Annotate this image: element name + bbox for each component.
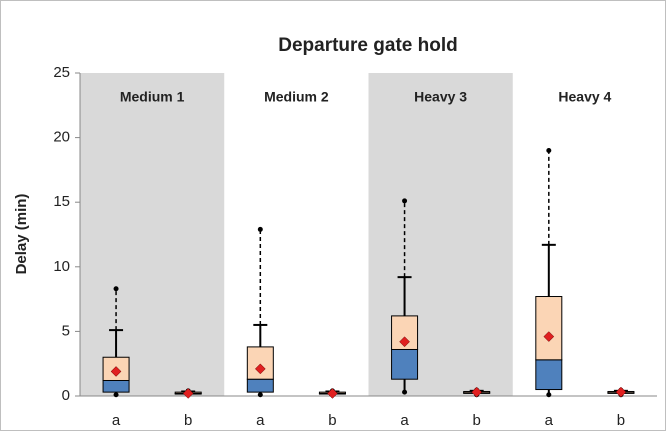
group-label: Heavy 4 [558,89,611,105]
box-upper [535,296,563,361]
x-tick-label: b [617,412,625,429]
x-tick-label: a [545,412,554,429]
mean-marker [615,386,627,398]
box-lower [535,359,563,391]
min-point [257,392,263,398]
group-band [80,73,225,396]
y-axis-label: Delay (min) [13,194,30,275]
min-point [402,389,408,395]
max-point [402,198,408,204]
mean-marker [471,386,483,398]
group-band [368,73,513,396]
box-upper [246,346,274,380]
box-lower [102,379,130,393]
mean-marker [254,363,266,375]
y-tick-label: 0 [62,387,70,404]
x-tick-label: a [112,412,121,429]
mean-marker [327,388,338,399]
box-lower [391,348,419,380]
x-tick-label: b [184,412,192,429]
group-label: Medium 2 [264,89,329,105]
max-point [546,148,552,154]
mean-marker [182,388,194,399]
min-point [113,392,119,398]
chart-title: Departure gate hold [278,35,457,56]
max-point [257,226,263,232]
box-lower [246,378,274,393]
group-label: Medium 1 [120,89,185,105]
y-tick-label: 25 [53,64,70,81]
y-tick-label: 5 [62,322,70,339]
max-point [113,286,119,292]
x-tick-label: b [473,412,481,429]
y-tick-label: 15 [53,193,70,210]
y-tick-label: 10 [53,258,70,275]
x-tick-label: a [256,412,265,429]
mean-marker [110,366,122,377]
mean-marker [399,336,410,348]
x-tick-label: a [400,412,409,429]
min-point [546,392,552,398]
mean-marker [543,331,555,342]
x-tick-label: b [328,412,336,429]
y-tick-label: 20 [53,129,70,146]
group-label: Heavy 3 [414,89,467,105]
